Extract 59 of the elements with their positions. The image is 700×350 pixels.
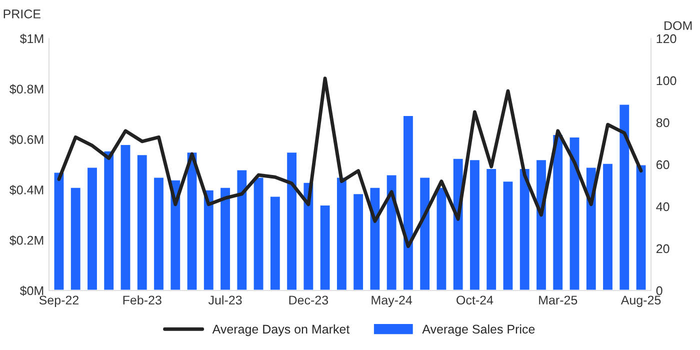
x-tick-label: Feb-23 <box>123 295 162 305</box>
bar <box>402 114 414 290</box>
bar <box>518 168 531 290</box>
bar <box>502 180 514 290</box>
y-tick-label: $0.8M <box>10 84 44 94</box>
bar <box>302 181 315 290</box>
bar <box>552 134 564 290</box>
bar <box>86 166 98 290</box>
x-tick-label: Oct-24 <box>456 296 494 305</box>
y-tick-label: $0.4M <box>10 184 44 196</box>
bar <box>219 186 232 290</box>
bar <box>286 151 298 290</box>
x-tick-label: Mar-25 <box>539 296 578 305</box>
bar <box>136 154 148 290</box>
bar <box>568 136 581 290</box>
y-axis-title: PRICE <box>4 10 40 18</box>
y-tick-label: $1M <box>20 34 44 44</box>
bar <box>468 158 481 290</box>
y2-tick-label: 0 <box>656 286 662 296</box>
y2-axis-title: DOM <box>664 21 692 30</box>
y2-tick-label: 120 <box>656 34 676 44</box>
bar <box>535 158 548 290</box>
bar <box>352 192 364 290</box>
y-tick-label: $0M <box>20 286 44 296</box>
y2-tick-label: 100 <box>656 76 676 86</box>
y-tick-label: $0.6M <box>10 134 44 145</box>
bar <box>368 186 382 290</box>
bar <box>186 151 198 290</box>
bar <box>435 186 448 290</box>
x-tick-label: Jul-23 <box>208 295 242 305</box>
line-series <box>57 76 643 248</box>
x-tick-label: Dec-23 <box>289 296 328 305</box>
bar <box>418 176 431 290</box>
bar <box>152 176 165 290</box>
bar <box>602 162 614 290</box>
y2-tick-label: 20 <box>656 244 670 254</box>
bar <box>202 189 215 290</box>
bar <box>618 103 630 290</box>
x-tick-label: May-24 <box>372 296 412 308</box>
bar <box>634 164 648 290</box>
bar <box>119 144 132 290</box>
y2-tick-label: 80 <box>656 118 670 128</box>
bar <box>52 171 66 290</box>
legend-label: Average Sales Price <box>422 324 535 336</box>
bar <box>485 168 498 290</box>
bar <box>385 174 398 290</box>
bar <box>70 186 82 290</box>
bar <box>336 176 348 290</box>
y2-tick-label: 60 <box>656 160 670 170</box>
bar <box>236 168 248 290</box>
x-tick-label: Sep-22 <box>39 296 79 308</box>
bar <box>252 176 265 290</box>
x-tick-label: Aug-25 <box>620 296 661 308</box>
y-tick-label: $0.2M <box>10 235 44 246</box>
bar <box>318 204 332 290</box>
bar <box>102 150 115 290</box>
y2-tick-label: 40 <box>656 202 670 212</box>
bar <box>269 195 282 290</box>
legend-label: Average Days on Market <box>212 324 350 336</box>
